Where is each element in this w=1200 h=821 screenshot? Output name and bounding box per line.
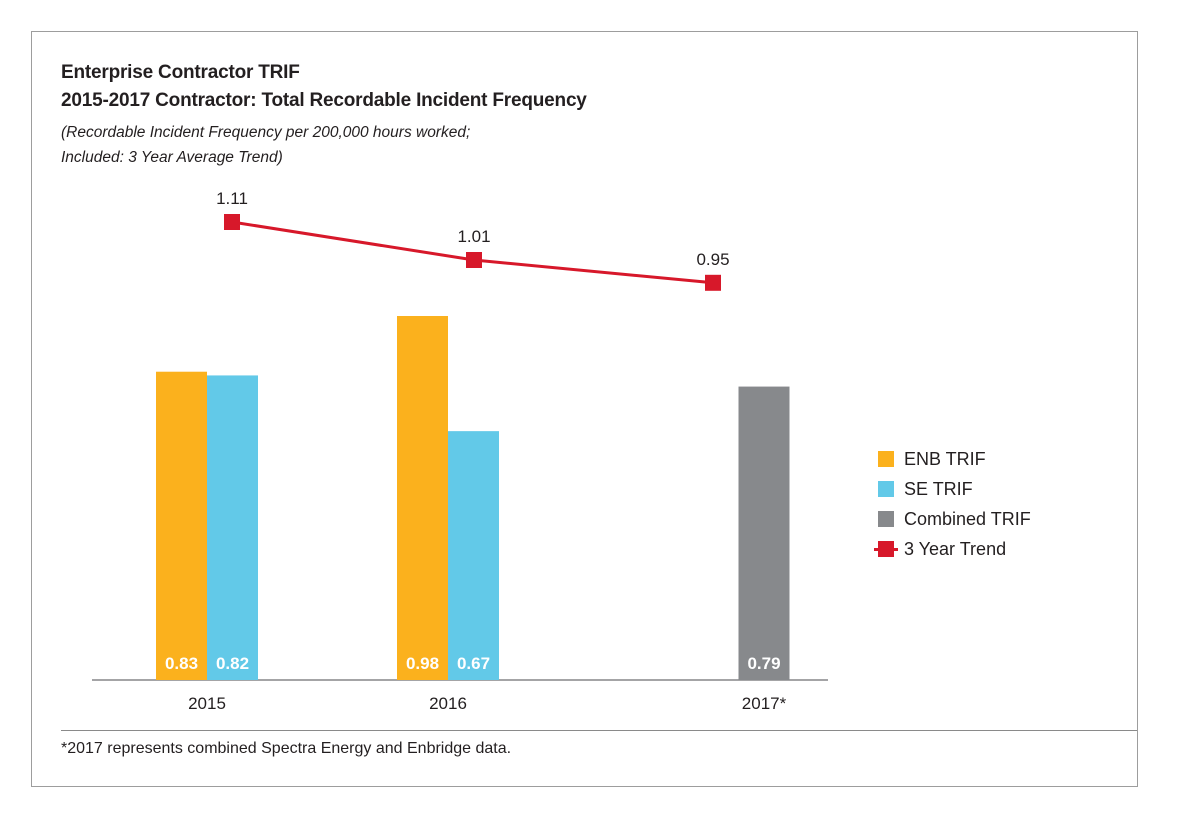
bar-se-trif-2015 — [207, 375, 258, 680]
legend-trend-marker — [878, 541, 894, 557]
trend-value-label-2016: 1.01 — [457, 227, 490, 246]
trend-value-label-2017: 0.95 — [696, 250, 729, 269]
legend-item-enb-trif: ENB TRIF — [874, 444, 1031, 474]
bar-combined-trif-2017 — [738, 386, 790, 680]
footnote-divider — [61, 730, 1137, 731]
legend-item-se-trif: SE TRIF — [874, 474, 1031, 504]
bar-enb-trif-2015 — [156, 371, 207, 680]
x-tick-label-2017: 2017* — [742, 694, 787, 713]
legend-label-se: SE TRIF — [904, 478, 973, 499]
bar-value-label-se-trif-2015: 0.82 — [216, 654, 249, 673]
chart-subtitle: 2015-2017 Contractor: Total Recordable I… — [61, 90, 587, 111]
trend-marker-2016 — [466, 252, 482, 268]
legend-trend-key — [874, 541, 898, 557]
legend-swatch-enb — [878, 451, 894, 467]
bar-value-label-enb-trif-2015: 0.83 — [165, 654, 198, 673]
chart-note-line-1: (Recordable Incident Frequency per 200,0… — [61, 124, 471, 141]
bar-se-trif-2016 — [448, 431, 499, 680]
chart-frame — [31, 31, 1138, 787]
trend-value-label-2015: 1.11 — [216, 189, 248, 208]
bar-value-label-enb-trif-2016: 0.98 — [406, 654, 439, 673]
chart-note-line-2: Included: 3 Year Average Trend) — [61, 149, 283, 166]
chart-note: (Recordable Incident Frequency per 200,0… — [61, 120, 661, 170]
bar-value-label-combined-trif-2017: 0.79 — [747, 654, 780, 673]
bar-enb-trif-2016 — [397, 316, 448, 680]
legend-item-3-year-trend: 3 Year Trend — [874, 534, 1031, 564]
chart-title: Enterprise Contractor TRIF — [61, 62, 300, 83]
x-tick-label-2016: 2016 — [429, 694, 467, 713]
footnote: *2017 represents combined Spectra Energy… — [61, 740, 512, 757]
legend-label-combined: Combined TRIF — [904, 508, 1031, 529]
trend-marker-2017 — [705, 274, 721, 291]
chart-legend: ENB TRIF SE TRIF Combined TRIF 3 Year Tr… — [874, 444, 1031, 564]
bar-value-label-se-trif-2016: 0.67 — [457, 654, 490, 673]
legend-item-combined-trif: Combined TRIF — [874, 504, 1031, 534]
legend-swatch-combined — [878, 511, 894, 527]
legend-label-enb: ENB TRIF — [904, 448, 986, 469]
trend-marker-2015 — [224, 214, 240, 230]
legend-swatch-se — [878, 481, 894, 497]
legend-label-trend: 3 Year Trend — [904, 538, 1007, 559]
x-tick-label-2015: 2015 — [188, 694, 226, 713]
